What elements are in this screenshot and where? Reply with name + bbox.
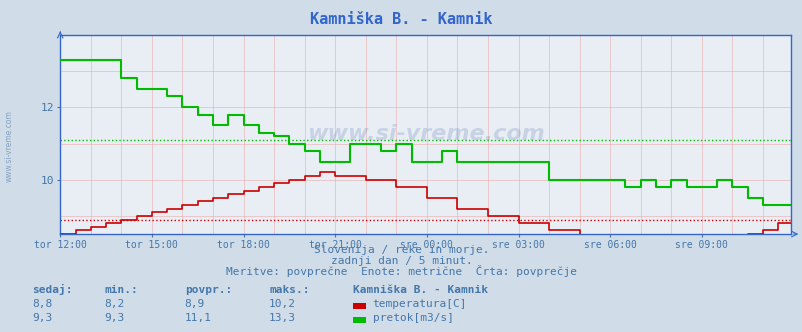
Text: maks.:: maks.: xyxy=(269,285,309,295)
Text: 8,9: 8,9 xyxy=(184,299,205,309)
Text: 11,1: 11,1 xyxy=(184,313,212,323)
Text: 13,3: 13,3 xyxy=(269,313,296,323)
Text: 10,2: 10,2 xyxy=(269,299,296,309)
Text: pretok[m3/s]: pretok[m3/s] xyxy=(372,313,453,323)
Text: povpr.:: povpr.: xyxy=(184,285,232,295)
Text: Kamniška B. - Kamnik: Kamniška B. - Kamnik xyxy=(353,285,488,295)
Text: www.si-vreme.com: www.si-vreme.com xyxy=(306,124,544,144)
Text: Slovenija / reke in morje.: Slovenija / reke in morje. xyxy=(314,245,488,255)
Text: Meritve: povprečne  Enote: metrične  Črta: povprečje: Meritve: povprečne Enote: metrične Črta:… xyxy=(225,265,577,277)
Text: sedaj:: sedaj: xyxy=(32,284,72,295)
Text: 9,3: 9,3 xyxy=(32,313,52,323)
Text: zadnji dan / 5 minut.: zadnji dan / 5 minut. xyxy=(330,256,472,266)
Text: temperatura[C]: temperatura[C] xyxy=(372,299,467,309)
Text: www.si-vreme.com: www.si-vreme.com xyxy=(5,110,14,182)
Text: 8,2: 8,2 xyxy=(104,299,124,309)
Text: 9,3: 9,3 xyxy=(104,313,124,323)
Text: 8,8: 8,8 xyxy=(32,299,52,309)
Text: Kamniška B. - Kamnik: Kamniška B. - Kamnik xyxy=(310,12,492,27)
Text: min.:: min.: xyxy=(104,285,138,295)
